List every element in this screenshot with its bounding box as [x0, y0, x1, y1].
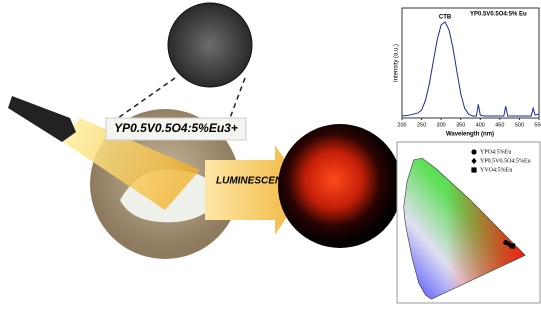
y-axis-label: Intensity (a.u.)	[394, 44, 400, 82]
spectrum-line	[402, 22, 539, 116]
spectrum-frame	[402, 8, 539, 118]
peak-label: CTB	[439, 15, 452, 21]
legend-label: YVO4:5%Eu	[480, 167, 512, 173]
spectrum-title: YP0.5V0.5O4:5% Eu	[470, 12, 527, 18]
cie-marker	[510, 243, 515, 248]
x-tick-label: 350	[456, 122, 465, 128]
x-tick-label: 450	[495, 122, 504, 128]
legend-label: YP0.5V0.5O4:5%Eu	[480, 158, 531, 164]
cie-marker	[471, 149, 476, 154]
flashlight	[8, 96, 76, 142]
x-tick-label: 500	[515, 122, 524, 128]
dash-line	[230, 78, 245, 118]
x-tick-label: 400	[476, 122, 485, 128]
legend-label: YPO4:5%Eu	[480, 149, 511, 155]
graphic: YP0.5V0.5O4:5%Eu3+ LUMINESCENCE YP0.5V0.…	[0, 0, 541, 304]
x-tick-label: 200	[397, 122, 406, 128]
x-tick-label: 550	[534, 122, 541, 128]
x-tick-label: 300	[437, 122, 446, 128]
x-axis-label: Wavelength (nm)	[446, 132, 494, 138]
x-tick-label: 250	[417, 122, 426, 128]
luminescence-photo	[278, 124, 402, 248]
cie-marker	[471, 167, 476, 172]
sample-label: YP0.5V0.5O4:5%Eu3+	[114, 121, 238, 135]
tem-image	[168, 3, 252, 87]
